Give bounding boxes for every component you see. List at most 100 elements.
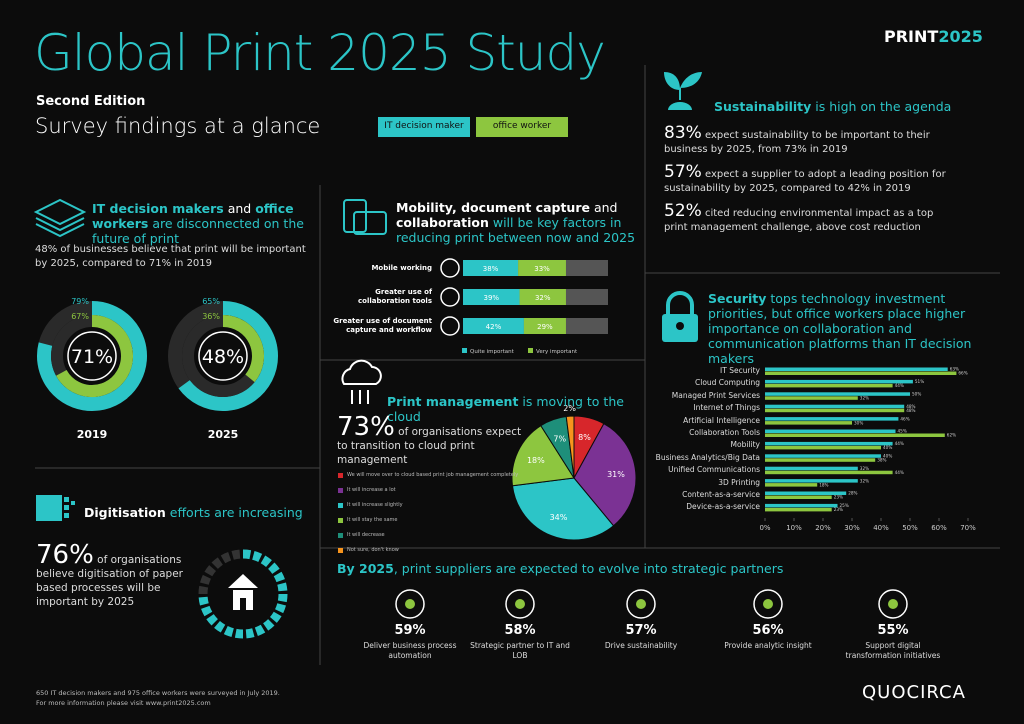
text: efforts are increasing [165,505,303,520]
donut-center [198,331,248,381]
bar [765,433,945,437]
text: , print suppliers are expected to evolve… [393,561,784,576]
text: and [589,200,618,215]
value-label: 45% [898,429,907,434]
gauge-segment [245,628,255,639]
text: For more information please visit www.pr… [36,699,211,707]
text: of organisations expect to transition to… [337,426,522,466]
value-label: 32% [860,396,869,401]
value-label: 40% [883,454,892,459]
value-label: 36% [202,312,220,321]
legend-swatch [338,518,343,523]
bar [765,466,858,471]
category-label: Content-as-a-service [682,490,760,499]
brand-part: PRINT [884,27,939,46]
plant-icon [664,72,702,110]
subtitle: Survey findings at a glance [35,114,321,138]
category-label: Business Analytics/Big Data [655,452,760,462]
bar [765,404,905,409]
gauge-segment [198,585,209,595]
digitisation-gauge [198,549,288,639]
value-label: 44% [895,470,904,475]
text: Security [708,291,767,306]
partner-icon-dot [763,599,773,609]
bar [765,367,948,371]
text: is high on the agenda [811,99,952,114]
bar [765,507,832,512]
partner-stat: 59% [394,623,426,638]
bar [765,454,881,458]
value-label: 32% [535,294,551,302]
value-label: 63% [950,367,959,372]
donut-arc [178,301,278,411]
x-tick-label: 0% [759,524,770,532]
category-label: 3D Printing [718,477,760,487]
bar-segment [463,318,524,334]
legend-label: Quite important [470,349,515,355]
bar [765,479,858,483]
category-label: Cloud Computing [695,378,760,388]
gauge-segment [269,611,282,623]
gauge-segment [260,555,272,568]
partner-text: Strategic partner to IT and LOB [470,641,570,660]
value-label: 23% [834,507,843,512]
category-label: IT Security [720,366,760,375]
category-label: Artificial Intelligence [683,415,760,425]
bar [765,421,852,425]
body-text: 76% of organisations believe digitisatio… [36,542,186,609]
x-tick-label: 70% [960,524,976,532]
text: collaboration [396,215,489,230]
gauge-segment [254,624,266,636]
text: Digitisation [84,505,166,520]
stat-item: 83% expect sustainability to be importan… [664,125,954,157]
bar [765,441,893,446]
text: is moving to the cloud [387,394,624,424]
value-label: 28% [848,491,857,496]
bar [765,383,893,388]
partner-icon-dot [888,599,898,609]
gauge-segment [242,549,252,560]
x-tick-label: 10% [786,524,802,532]
heading: Print management is moving to the cloud [387,394,637,424]
donut-center [67,331,117,381]
partner-icon [395,589,425,619]
text: expect sustainability to be important to… [664,130,930,155]
gauge-segment [200,574,211,585]
brand-part: 2025 [938,27,983,46]
stat: 52% [664,201,702,221]
bar-segment [518,260,566,276]
x-tick-label: 60% [931,524,947,532]
value-label: 29% [537,323,553,331]
gauge-segment [268,562,280,574]
value-label: 46% [900,416,909,421]
value-label: 48% [906,404,915,409]
legend-label: Not sure, don't know [347,547,399,553]
category-label: Greater use of document capture and work… [333,317,432,334]
donut-arc [37,301,147,411]
text: office workers [92,201,294,231]
stat: 73% [337,412,395,442]
value-label: 51% [915,379,924,384]
heading: IT decision makers and office workers ar… [92,201,317,246]
gauge-segment [214,620,226,633]
bar [765,458,876,462]
value-label: 25% [840,503,849,508]
bar [765,379,913,384]
heading: Digitisation efforts are increasing [84,505,314,520]
x-tick-label: 40% [873,524,889,532]
dividers [35,65,1000,665]
value-label: 48% [906,408,915,413]
text: tops technology investment priorities, b… [708,291,972,366]
pie-slice [565,415,575,479]
partner-icon [753,589,783,619]
category-label: Mobile working [371,263,432,272]
value-label: 33% [534,265,550,273]
x-tick-label: 20% [815,524,831,532]
stat: 57% [664,162,702,182]
value-label: 30% [854,420,863,425]
pie-slice [573,422,637,527]
text: will be key factors in reducing print be… [396,215,636,245]
partner-stat: 58% [504,623,536,638]
value-label: 31% [607,470,625,479]
